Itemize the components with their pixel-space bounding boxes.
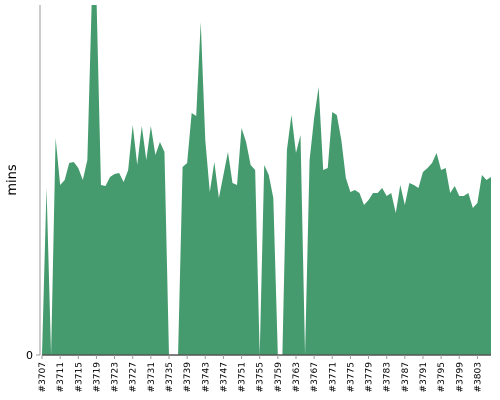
x-tick-label: #3803 — [473, 362, 483, 392]
x-tick-label: #3719 — [92, 362, 102, 393]
x-tick-label: #3795 — [437, 362, 447, 392]
x-tick-label: #3739 — [183, 362, 193, 393]
x-tick-label: #3715 — [74, 362, 84, 392]
x-tick-label: #3751 — [238, 362, 248, 392]
x-tick-label: #3783 — [383, 362, 393, 392]
x-tick-label: #3731 — [147, 362, 157, 392]
x-tick-label: #3755 — [256, 362, 266, 392]
x-tick-label: #3759 — [274, 362, 284, 393]
x-tick-label: #3707 — [38, 362, 48, 392]
area — [42, 5, 491, 355]
y-axis-label: mins — [5, 164, 20, 196]
x-tick-label: #3775 — [346, 362, 356, 392]
x-tick-label: #3799 — [455, 362, 465, 393]
x-tick-label: #3771 — [328, 362, 338, 392]
x-tick-label: #3735 — [165, 362, 175, 392]
x-tick-label: #3723 — [111, 362, 121, 392]
x-tick-label: #3787 — [401, 362, 411, 392]
x-tick-label: #3727 — [129, 362, 139, 392]
x-tick-label: #3763 — [292, 362, 302, 392]
x-tick-label: #3779 — [365, 362, 375, 393]
x-tick-label: #3791 — [419, 362, 429, 392]
x-tick-label: #3743 — [201, 362, 211, 392]
x-tick-label: #3767 — [310, 362, 320, 392]
x-tick-label: #3747 — [219, 362, 229, 392]
x-tick-label: #3711 — [56, 362, 66, 392]
y-tick-label: 0 — [26, 349, 33, 362]
